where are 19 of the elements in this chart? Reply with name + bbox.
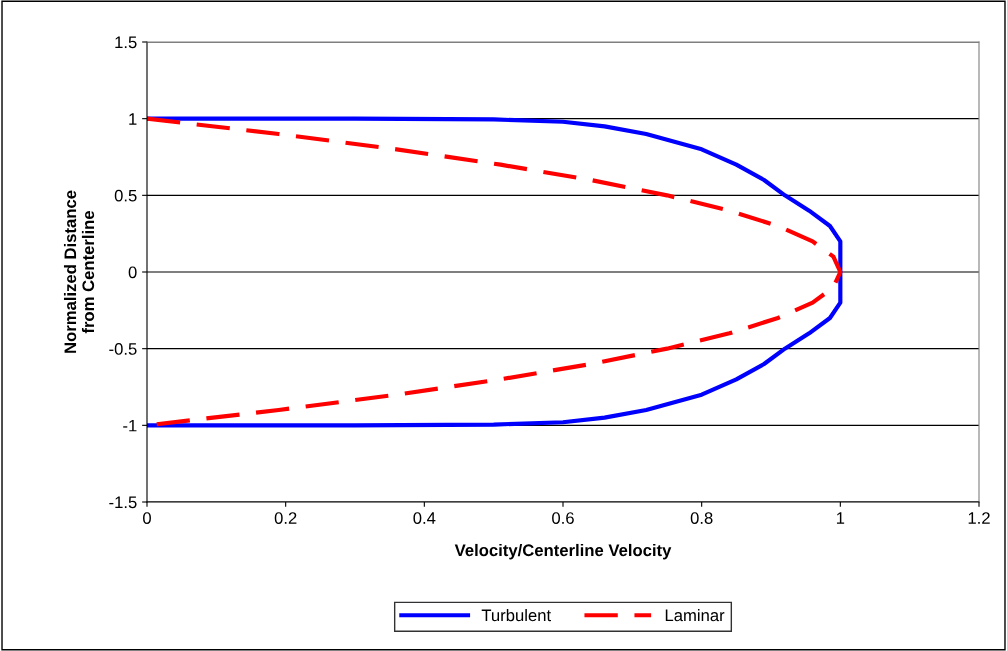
legend-label: Turbulent: [481, 609, 551, 622]
x-tick-label: 0.2: [274, 512, 297, 524]
y-tick-label: 0: [128, 266, 137, 279]
y-tick-label: 1.5: [115, 36, 137, 49]
y-tick-label: 0.5: [114, 189, 137, 202]
x-tick-label: 0: [143, 512, 151, 524]
y-tick-label: -1: [123, 419, 137, 432]
line-series: [147, 116, 843, 428]
x-tick-label: 0.4: [413, 512, 436, 524]
x-tick-label: 0.8: [690, 512, 713, 524]
x-tick-label: 1.2: [968, 512, 990, 524]
x-axis-title: Velocity/Centerline Velocity: [454, 543, 672, 560]
x-tick-label: 0.6: [552, 512, 574, 524]
x-tick-label: 1: [836, 512, 845, 524]
y-tick-label: 1: [129, 113, 137, 125]
y-tick-label: -0.5: [109, 343, 137, 355]
y-axis-title: Normalized Distance from Centerline: [63, 190, 95, 353]
y-tick-label: -1.5: [109, 496, 137, 509]
legend-label: Laminar: [665, 609, 725, 622]
